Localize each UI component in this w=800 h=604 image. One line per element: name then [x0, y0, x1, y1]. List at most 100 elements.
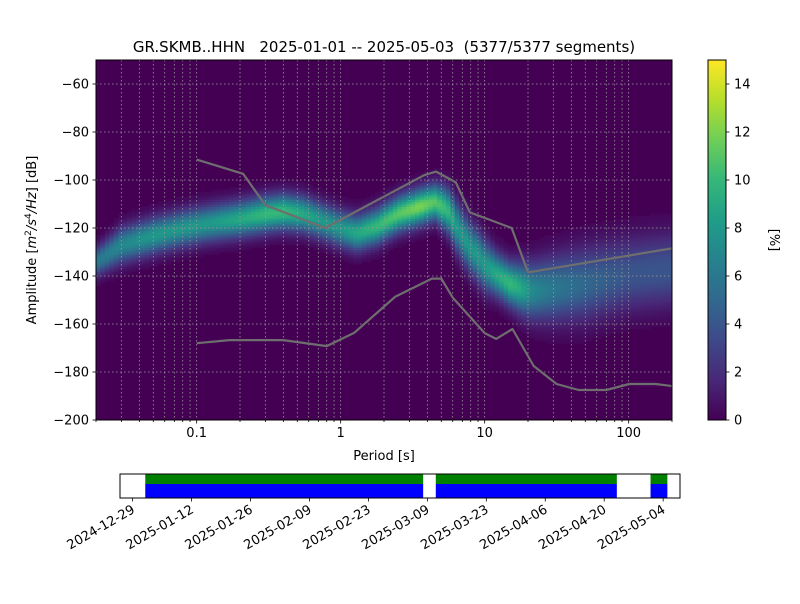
heatmap-cell — [215, 235, 221, 239]
heatmap-cell — [627, 268, 633, 272]
heatmap-cell — [636, 300, 642, 303]
heatmap-cell — [561, 285, 567, 289]
heatmap-cell — [113, 225, 119, 229]
heatmap-cell — [441, 230, 447, 234]
heatmap-cell — [437, 182, 443, 186]
heatmap-cell — [645, 278, 651, 282]
heatmap-cell — [667, 285, 672, 289]
heatmap-cell — [282, 232, 288, 236]
heatmap-cell — [508, 254, 514, 258]
heatmap-cell — [663, 230, 669, 234]
heatmap-cell — [175, 206, 181, 210]
heatmap-cell — [574, 314, 580, 318]
heatmap-cell — [552, 340, 558, 344]
heatmap-cell — [175, 223, 181, 227]
heatmap-cell — [268, 182, 274, 186]
heatmap-cell — [158, 208, 164, 212]
heatmap-cell — [202, 218, 208, 222]
heatmap-cell — [264, 213, 270, 217]
heatmap-cell — [667, 237, 672, 241]
heatmap-cell — [539, 338, 545, 342]
heatmap-cell — [375, 192, 381, 195]
heatmap-cell — [171, 208, 177, 212]
heatmap-cell — [295, 184, 301, 188]
heatmap-cell — [609, 237, 615, 241]
heatmap-cell — [246, 206, 252, 210]
heatmap-cell — [131, 252, 137, 255]
heatmap-cell — [428, 180, 434, 183]
heatmap-cell — [149, 208, 155, 212]
heatmap-cell — [578, 312, 584, 315]
heatmap-cell — [135, 266, 141, 270]
heatmap-cell — [144, 220, 150, 224]
heatmap-cell — [392, 218, 398, 222]
heatmap-cell — [344, 235, 350, 239]
heatmap-cell — [441, 204, 447, 207]
heatmap-cell — [561, 237, 567, 241]
heatmap-cell — [379, 247, 385, 251]
heatmap-cell — [587, 285, 593, 289]
heatmap-cell — [516, 276, 522, 279]
heatmap-cell — [220, 232, 226, 236]
heatmap-cell — [592, 309, 598, 313]
heatmap-cell — [534, 278, 540, 282]
heatmap-cell — [450, 220, 456, 224]
y-axis-label-part: Amplitude [ — [25, 248, 40, 324]
heatmap-cell — [282, 201, 288, 205]
heatmap-cell — [468, 242, 474, 246]
heatmap-cell — [326, 237, 332, 241]
heatmap-cell — [596, 290, 602, 294]
heatmap-cell — [233, 187, 239, 191]
heatmap-cell — [601, 252, 607, 255]
heatmap-cell — [113, 261, 119, 265]
heatmap-cell — [290, 240, 296, 243]
heatmap-cell — [366, 242, 372, 246]
heatmap-cell — [127, 256, 133, 260]
heatmap-cell — [543, 276, 549, 279]
heatmap-cell — [348, 235, 354, 239]
heatmap-cell — [104, 242, 110, 246]
heatmap-cell — [171, 259, 177, 263]
heatmap-cell — [446, 175, 452, 179]
heatmap-cell — [627, 283, 633, 287]
heatmap-cell — [649, 278, 655, 282]
heatmap-cell — [663, 290, 669, 294]
heatmap-cell — [450, 244, 456, 248]
heatmap-cell — [299, 211, 305, 215]
heatmap-cell — [308, 230, 314, 234]
heatmap-cell — [366, 228, 372, 231]
heatmap-cell — [494, 261, 500, 265]
heatmap-cell — [663, 261, 669, 265]
heatmap-cell — [401, 182, 407, 186]
heatmap-cell — [384, 204, 390, 207]
heatmap-cell — [304, 184, 310, 188]
heatmap-cell — [144, 244, 150, 248]
heatmap-cell — [237, 189, 243, 193]
heatmap-cell — [286, 235, 292, 239]
heatmap-cell — [658, 264, 664, 267]
heatmap-cell — [640, 240, 647, 243]
heatmap-cell — [437, 208, 443, 212]
heatmap-cell — [127, 261, 133, 265]
heatmap-cell — [268, 199, 274, 203]
heatmap-cell — [454, 237, 460, 241]
heatmap-cell — [645, 261, 651, 265]
heatmap-cell — [521, 247, 527, 251]
heatmap-cell — [158, 242, 164, 246]
heatmap-cell — [184, 244, 190, 248]
heatmap-cell — [632, 326, 638, 330]
heatmap-cell — [357, 242, 363, 246]
heatmap-cell — [246, 242, 252, 246]
heatmap-cell — [587, 333, 593, 337]
heatmap-cell — [552, 331, 558, 335]
heatmap-cell — [565, 292, 571, 296]
heatmap-cell — [446, 192, 452, 195]
heatmap-cell — [428, 230, 434, 234]
heatmap-cell — [224, 232, 230, 236]
heatmap-cell — [215, 201, 221, 205]
heatmap-cell — [184, 252, 190, 255]
heatmap-cell — [614, 309, 620, 313]
heatmap-cell — [574, 328, 580, 332]
heatmap-cell — [406, 223, 412, 227]
heatmap-cell — [419, 218, 425, 222]
